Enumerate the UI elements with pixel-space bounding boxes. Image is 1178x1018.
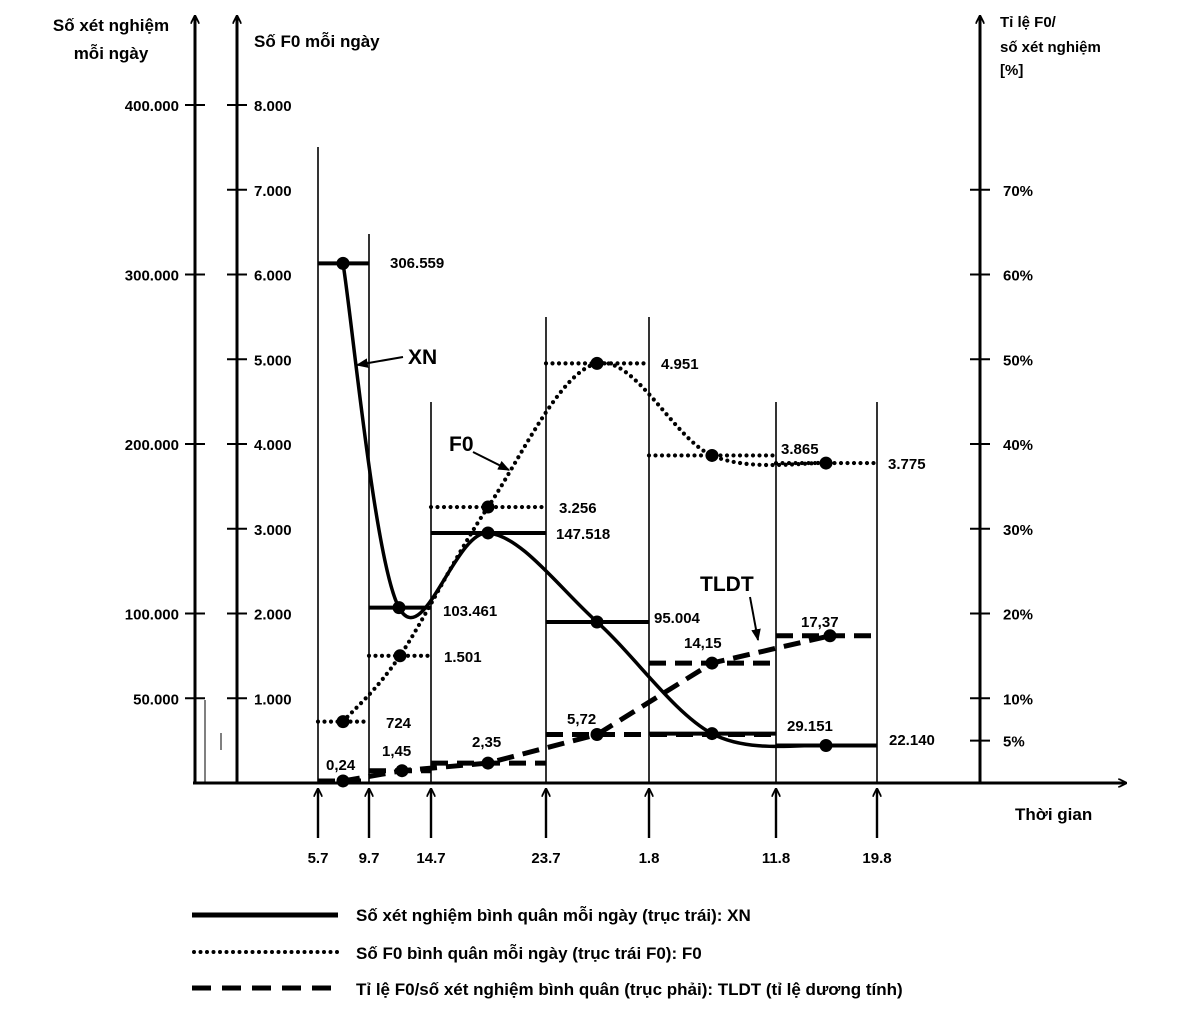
tldt-point (705, 656, 719, 670)
f0-tick-label: 5.000 (254, 352, 292, 369)
tldt-point (481, 756, 495, 770)
series-xn: 306.559 103.461 147.518 95.004 29.151 22.140 (318, 255, 935, 752)
rate-tick-label: 10% (1003, 691, 1033, 708)
tldt-value-label: 0,24 (326, 757, 356, 774)
rate-tick-label: 70% (1003, 183, 1033, 200)
tests-tick-label: 200.000 (125, 437, 179, 454)
f0-point (590, 356, 604, 370)
date-tick-label: 19.8 (862, 850, 891, 867)
rate-tick-label: 30% (1003, 522, 1033, 539)
legend-text-xn: Số xét nghiệm bình quân mỗi ngày (trục t… (356, 906, 751, 925)
series-f0: 724 1.501 3.256 4.951 3.865 3.775 (315, 356, 926, 732)
tests-tick-label: 50.000 (133, 691, 179, 708)
date-markers: 5.7 9.7 14.7 23.7 1.8 11.8 19.8 (308, 789, 892, 867)
xn-pointer (355, 356, 404, 368)
f0-value-label: 3.775 (888, 456, 926, 473)
tldt-point (395, 764, 409, 778)
f0-point (819, 456, 833, 470)
f0-tick-label: 3.000 (254, 522, 292, 539)
date-tick-label: 1.8 (639, 850, 660, 867)
f0-trend-curve (340, 360, 829, 724)
f0-tick-label: 8.000 (254, 98, 292, 115)
rate-axis-ticks: 5% 10% 20% 30% 40% 50% 60% 70% (970, 183, 1033, 751)
rate-tick-label: 20% (1003, 607, 1033, 624)
axes (193, 16, 1126, 783)
tldt-point (336, 774, 350, 788)
rate-axis-title-line-2: số xét nghiệm (1000, 39, 1101, 56)
f0-point (336, 715, 350, 729)
f0-axis-ticks: 1.000 2.000 3.000 4.000 5.000 6.000 7.000 8.000 (227, 98, 292, 708)
f0-value-label: 3.865 (781, 441, 819, 458)
tldt-point (823, 629, 837, 643)
rate-axis-title-line-1: Tỉ lệ F0/ (1000, 14, 1057, 31)
f0-tick-label: 7.000 (254, 183, 292, 200)
rate-tick-label: 50% (1003, 352, 1033, 369)
f0-tick-label: 2.000 (254, 607, 292, 624)
tests-tick-label: 300.000 (125, 268, 179, 285)
xn-value-label: 103.461 (443, 603, 497, 620)
legend-text-f0: Số F0 bình quân mỗi ngày (trục trái F0):… (356, 944, 702, 963)
date-tick-label: 23.7 (531, 850, 560, 867)
rate-tick-label: 5% (1003, 734, 1025, 751)
tldt-value-label: 14,15 (684, 635, 722, 652)
f0-point (481, 500, 495, 514)
tests-axis-title-line-2: mỗi ngày (74, 44, 149, 63)
series-tldt: 0,24 1,45 2,35 5,72 14,15 17,37 (318, 614, 877, 788)
f0-value-label: 4.951 (661, 356, 699, 373)
f0-axis-title: Số F0 mỗi ngày (254, 32, 380, 51)
legend-text-tldt: Tỉ lệ F0/số xét nghiệm bình quân (trục p… (356, 980, 903, 999)
tests-axis-title-line-1: Số xét nghiệm (53, 16, 169, 35)
f0-value-label: 3.256 (559, 500, 597, 517)
xn-point (481, 526, 495, 540)
tldt-value-label: 17,37 (801, 614, 839, 631)
tldt-pointer (749, 596, 761, 642)
f0-value-label: 1.501 (444, 649, 482, 666)
xn-value-label: 22.140 (889, 732, 935, 749)
f0-inline-label: F0 (449, 433, 474, 456)
date-tick-label: 5.7 (308, 850, 329, 867)
f0-tick-label: 1.000 (254, 691, 292, 708)
tests-tick-label: 400.000 (125, 98, 179, 115)
tldt-point (590, 728, 604, 742)
axis-artifacts (204, 700, 222, 783)
xn-point (392, 601, 406, 615)
xn-value-label: 95.004 (654, 610, 701, 627)
time-axis-title: Thời gian (1015, 805, 1092, 824)
tldt-value-label: 1,45 (382, 743, 411, 760)
legend: Số xét nghiệm bình quân mỗi ngày (trục t… (192, 906, 903, 999)
date-tick-label: 11.8 (762, 850, 790, 867)
xn-value-label: 147.518 (556, 526, 610, 543)
tests-axis-ticks: 50.000 100.000 200.000 300.000 400.000 (125, 98, 205, 708)
date-tick-label: 9.7 (359, 850, 380, 867)
tldt-inline-label: TLDT (700, 573, 754, 596)
rate-axis-title-line-3: [%] (1000, 62, 1023, 79)
xn-point (336, 256, 350, 270)
tldt-trend-curve (342, 633, 831, 784)
xn-point (590, 615, 604, 629)
f0-point (705, 448, 719, 462)
period-lines (317, 147, 878, 783)
tests-tick-label: 100.000 (125, 607, 179, 624)
xn-value-label: 306.559 (390, 255, 444, 272)
f0-tick-label: 6.000 (254, 268, 292, 285)
f0-value-label: 724 (386, 715, 412, 732)
date-tick-label: 14.7 (416, 850, 445, 867)
xn-inline-label: XN (408, 346, 437, 369)
rate-tick-label: 60% (1003, 268, 1033, 285)
tldt-value-label: 2,35 (472, 734, 501, 751)
f0-point (393, 649, 407, 663)
f0-pointer (472, 451, 511, 471)
xn-value-label: 29.151 (787, 718, 833, 735)
rate-tick-label: 40% (1003, 437, 1033, 454)
tldt-value-label: 5,72 (567, 711, 596, 728)
xn-point (819, 738, 833, 752)
f0-tick-label: 4.000 (254, 437, 292, 454)
